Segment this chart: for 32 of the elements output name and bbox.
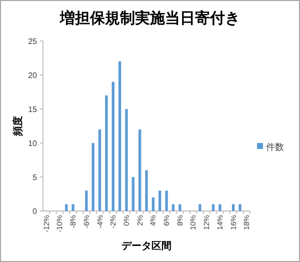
bar — [118, 61, 122, 211]
bar — [198, 204, 202, 211]
bar — [112, 82, 114, 211]
y-tick-label: 15 — [28, 105, 38, 114]
bar — [218, 204, 222, 211]
bar — [152, 197, 155, 211]
bar — [92, 143, 94, 211]
bar — [172, 204, 175, 211]
x-axis-title: データ区間 — [122, 240, 172, 252]
bar — [158, 190, 162, 211]
bar — [125, 109, 128, 211]
y-axis-title: 頻度 — [12, 116, 24, 137]
bar — [212, 204, 215, 211]
bar — [72, 204, 74, 211]
bar — [138, 129, 142, 211]
chart-title: 増担保規制実施当日寄付き — [59, 9, 240, 27]
legend-label: 件数 — [266, 142, 284, 152]
bar — [65, 204, 68, 211]
bar — [132, 177, 134, 211]
y-tick-label: 25 — [28, 37, 38, 46]
bar — [238, 204, 242, 211]
y-tick-label: 10 — [28, 139, 38, 148]
bar — [232, 204, 235, 211]
y-tick-label: 0 — [32, 207, 38, 216]
bar — [145, 170, 148, 211]
bar — [98, 129, 102, 211]
bar — [178, 204, 182, 211]
y-tick-label: 20 — [28, 71, 38, 80]
bar — [165, 190, 168, 211]
bar — [105, 95, 108, 211]
bar — [85, 190, 88, 211]
y-tick-label: 5 — [32, 173, 38, 182]
